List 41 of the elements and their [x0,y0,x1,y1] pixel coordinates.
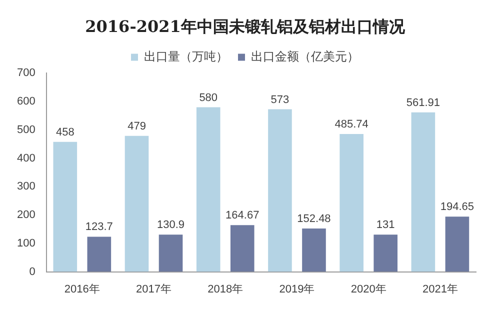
y-tick-label: 0 [29,266,36,278]
data-label: 123.7 [85,221,113,234]
data-label: 573 [270,94,290,106]
chart-title: 2016-2021年中国未锻轧铝及铝材出口情况 [85,16,406,36]
data-label: 580 [199,92,218,104]
bar [268,109,292,272]
y-tick-label: 400 [16,152,36,164]
data-label: 130.9 [157,219,185,232]
bar [374,234,398,272]
bar [124,136,149,272]
bar [53,142,78,272]
data-label: 485.74 [334,118,368,131]
x-tick-label: 2019年 [279,283,315,296]
bar [302,228,326,272]
data-label: 561.91 [406,96,440,109]
data-label: 194.65 [440,201,474,214]
bar [340,134,364,272]
bar [445,216,470,272]
x-tick-label: 2018年 [208,283,244,296]
data-label: 458 [56,126,74,138]
bar [158,234,183,272]
y-tick-label: 700 [16,67,36,80]
x-tick-label: 2016年 [64,283,100,296]
data-label: 152.48 [297,213,331,226]
legend-label: 出口量（万吨） [144,50,228,64]
y-tick-label: 600 [16,96,36,108]
x-tick-label: 2017年 [136,283,172,296]
x-tick-label: 2020年 [350,283,386,296]
y-tick-label: 100 [16,237,36,250]
bar [230,225,254,272]
data-label: 164.67 [226,210,260,222]
data-label: 131 [376,219,395,232]
y-tick-label: 500 [16,124,36,136]
y-tick-label: 300 [16,180,36,193]
data-label: 479 [128,120,146,132]
bar [411,112,436,272]
bar [87,236,112,272]
bar [196,107,220,272]
legend-label: 出口金额（亿美元） [251,50,359,64]
y-tick-label: 200 [16,209,36,222]
x-tick-label: 2021年 [422,283,458,296]
